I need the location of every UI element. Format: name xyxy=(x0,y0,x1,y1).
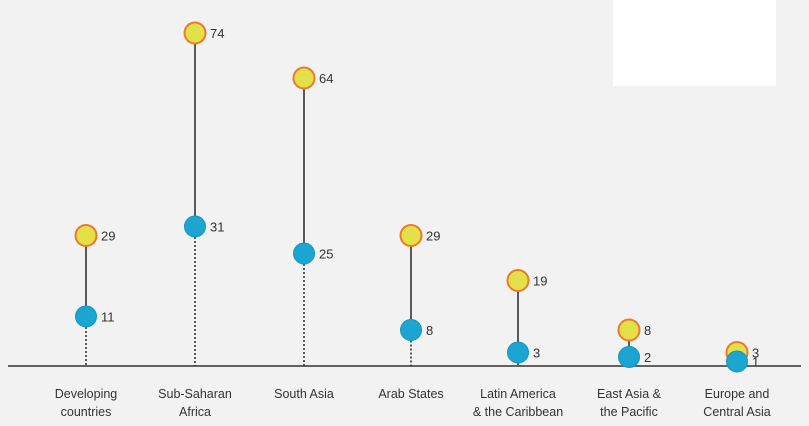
low-value-label: 3 xyxy=(533,346,540,361)
low-value-dot xyxy=(726,350,748,373)
low-value-label: 25 xyxy=(319,247,333,262)
low-value-label: 8 xyxy=(426,323,433,338)
low-value-dot xyxy=(75,305,97,328)
low-value-label: 1 xyxy=(752,355,759,370)
high-value-label: 29 xyxy=(426,229,440,244)
category-label: Arab States xyxy=(378,387,443,401)
legend-box xyxy=(613,0,776,86)
category-label: Latin America xyxy=(480,387,556,401)
low-value-dot xyxy=(400,319,422,341)
category-label: Europe and xyxy=(705,387,770,401)
high-value-dot xyxy=(506,269,530,292)
low-value-label: 11 xyxy=(101,310,115,325)
low-value-label: 31 xyxy=(210,220,224,235)
high-value-label: 19 xyxy=(533,274,547,289)
low-value-dot xyxy=(184,215,206,238)
high-value-label: 64 xyxy=(319,71,333,86)
low-value-dot xyxy=(293,242,315,265)
high-value-label: 74 xyxy=(210,26,224,41)
category-label: Developing xyxy=(55,387,118,401)
category-label: Central Asia xyxy=(703,405,770,419)
high-value-dot xyxy=(74,224,98,247)
high-value-label: 8 xyxy=(644,323,651,338)
category-label: South Asia xyxy=(274,387,334,401)
high-value-dot xyxy=(399,224,423,247)
high-value-dot xyxy=(292,66,316,90)
high-value-label: 29 xyxy=(101,229,115,244)
category-label: & the Caribbean xyxy=(473,405,563,419)
category-label: Sub-Saharan xyxy=(158,387,232,401)
category-label: countries xyxy=(61,405,112,419)
high-value-label: 3 xyxy=(752,346,759,361)
category-label: the Pacific xyxy=(600,405,658,419)
low-value-label: 2 xyxy=(644,350,651,365)
high-value-dot xyxy=(183,21,207,45)
high-value-dot xyxy=(617,318,641,342)
category-label: Africa xyxy=(179,405,211,419)
category-label: East Asia & xyxy=(597,387,662,401)
low-value-dot xyxy=(507,341,529,364)
low-value-dot xyxy=(618,346,640,368)
